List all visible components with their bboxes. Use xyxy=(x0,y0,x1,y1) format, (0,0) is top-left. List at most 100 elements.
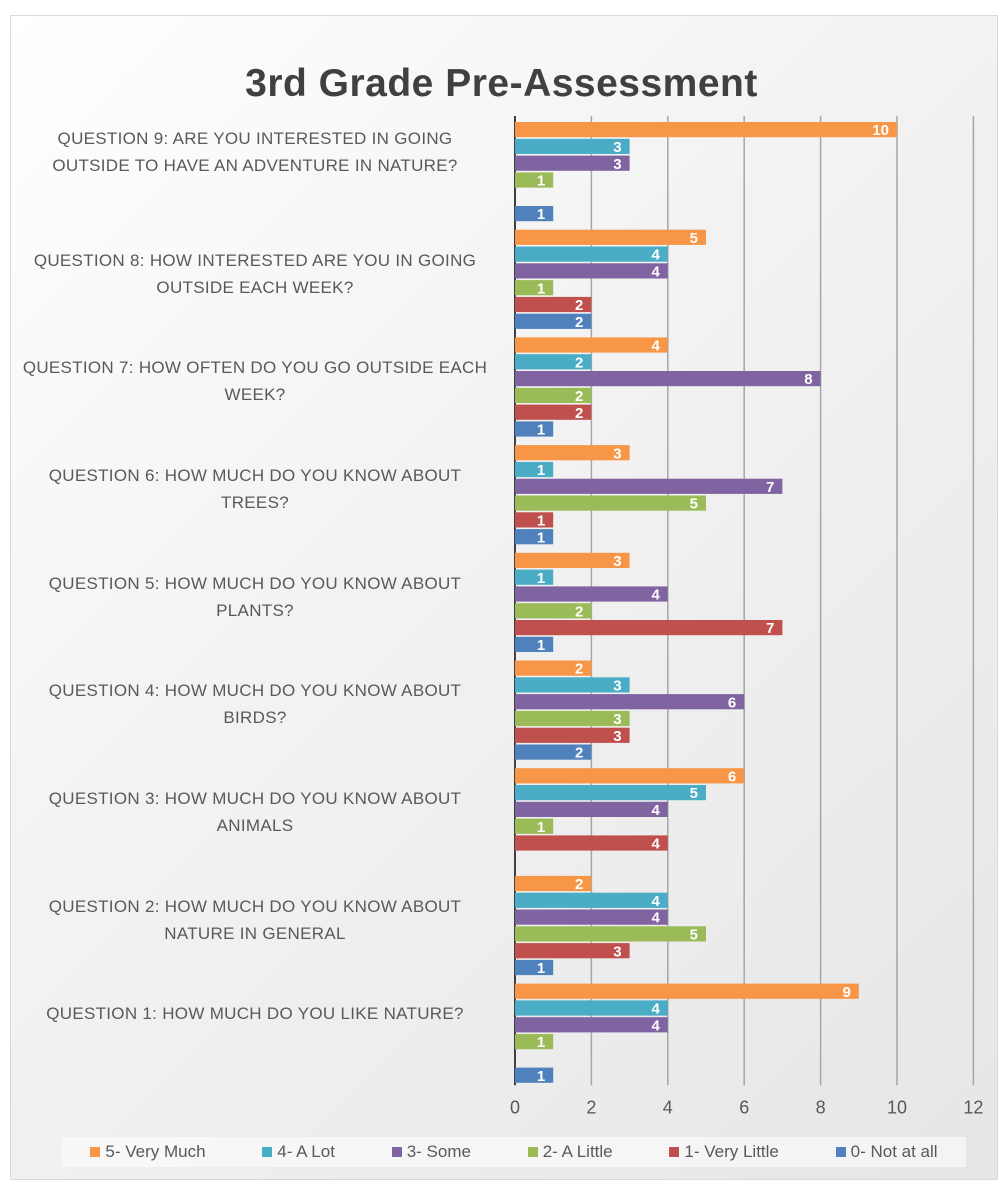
data-label: 4 xyxy=(651,264,660,281)
x-tick-label: 6 xyxy=(739,1097,749,1117)
legend-swatch xyxy=(391,1147,402,1157)
bar xyxy=(515,229,706,245)
data-label: 4 xyxy=(651,587,660,604)
legend-item: 3- Some xyxy=(391,1142,471,1162)
legend-swatch xyxy=(669,1147,680,1157)
legend-item: 1- Very Little xyxy=(669,1142,779,1162)
bar xyxy=(515,603,592,619)
bar xyxy=(515,529,554,545)
bar xyxy=(515,263,668,279)
category-label: QUESTION 3: HOW MUCH DO YOU KNOW ABOUT A… xyxy=(48,789,462,836)
bar xyxy=(515,552,630,568)
bar xyxy=(515,785,706,801)
data-label: 8 xyxy=(804,371,812,388)
bar xyxy=(515,909,668,925)
data-label: 5 xyxy=(690,785,698,802)
legend-label: 2- A Little xyxy=(542,1142,613,1161)
bar xyxy=(515,387,592,403)
bar xyxy=(515,818,554,834)
legend-item: 2- A Little xyxy=(527,1142,613,1162)
legend-label: 5- Very Much xyxy=(105,1142,206,1161)
legend-swatch xyxy=(835,1147,846,1157)
legend-swatch xyxy=(262,1147,273,1157)
bar xyxy=(515,172,554,188)
bar xyxy=(515,206,554,222)
bar xyxy=(515,1000,668,1016)
data-label: 3 xyxy=(613,943,621,960)
x-tick-label: 8 xyxy=(816,1097,826,1117)
bar xyxy=(515,122,897,138)
x-tick-label: 10 xyxy=(887,1097,907,1117)
bar xyxy=(515,296,592,313)
bar xyxy=(515,835,668,851)
x-tick-label: 0 xyxy=(510,1097,520,1117)
data-label: 1 xyxy=(537,819,545,836)
data-label: 7 xyxy=(766,479,774,496)
data-label: 3 xyxy=(613,445,621,462)
data-label: 4 xyxy=(651,247,660,264)
data-label: 2 xyxy=(575,354,583,371)
bar xyxy=(515,1034,554,1050)
data-label: 6 xyxy=(728,694,736,711)
bar xyxy=(515,313,592,329)
bar xyxy=(515,1067,554,1083)
bar xyxy=(515,586,668,602)
data-label: 6 xyxy=(728,768,736,785)
data-label: 4 xyxy=(651,910,660,927)
bar xyxy=(515,461,554,478)
category-label: QUESTION 5: HOW MUCH DO YOU KNOW ABOUT P… xyxy=(48,573,462,620)
category-label: QUESTION 2: HOW MUCH DO YOU KNOW ABOUT N… xyxy=(48,896,462,943)
data-label: 2 xyxy=(575,388,583,405)
legend-label: 1- Very Little xyxy=(684,1142,779,1161)
data-label: 1 xyxy=(537,570,545,587)
bar xyxy=(515,768,745,784)
legend-item: 5- Very Much xyxy=(90,1142,206,1162)
data-label: 5 xyxy=(690,927,698,944)
bar xyxy=(515,246,668,262)
data-label: 5 xyxy=(690,496,698,513)
legend-label: 4- A Lot xyxy=(277,1142,335,1161)
bar xyxy=(515,727,630,743)
bar xyxy=(515,943,630,959)
data-label: 9 xyxy=(842,984,850,1001)
data-label: 7 xyxy=(766,620,774,637)
data-label: 4 xyxy=(651,338,660,355)
data-label: 2 xyxy=(575,745,583,762)
bar xyxy=(515,744,592,760)
data-label: 1 xyxy=(537,206,545,223)
bar xyxy=(515,801,668,817)
bar xyxy=(515,660,592,676)
data-label: 1 xyxy=(537,513,545,530)
legend-swatch xyxy=(90,1147,101,1157)
data-label: 4 xyxy=(651,802,660,819)
data-label: 2 xyxy=(575,661,583,678)
bar xyxy=(515,280,554,296)
x-tick-label: 12 xyxy=(963,1097,983,1117)
legend-label: 0- Not at all xyxy=(850,1142,938,1161)
bar xyxy=(515,959,554,976)
bar xyxy=(515,138,630,154)
bar xyxy=(515,636,554,652)
data-label: 1 xyxy=(537,173,545,190)
bar xyxy=(515,677,630,693)
bar xyxy=(515,354,592,370)
data-label: 10 xyxy=(872,122,889,139)
chart-title: 3rd Grade Pre-Assessment xyxy=(245,62,758,105)
x-tick-label: 4 xyxy=(663,1097,673,1117)
bar xyxy=(515,892,668,908)
legend-item: 4- A Lot xyxy=(262,1142,335,1162)
data-label: 1 xyxy=(537,1034,545,1051)
category-label: QUESTION 7: HOW OFTEN DO YOU GO OUTSIDE … xyxy=(22,358,488,405)
bar xyxy=(515,875,592,892)
category-label: QUESTION 1: HOW MUCH DO YOU LIKE NATURE? xyxy=(46,1004,464,1024)
data-label: 3 xyxy=(613,139,621,156)
legend-item: 0- Not at all xyxy=(835,1142,938,1162)
data-label: 1 xyxy=(537,422,545,439)
data-label: 2 xyxy=(575,314,583,331)
bar xyxy=(515,620,783,636)
data-label: 3 xyxy=(613,711,621,728)
data-label: 1 xyxy=(537,462,545,479)
data-label: 4 xyxy=(651,836,660,853)
bar xyxy=(515,404,592,420)
